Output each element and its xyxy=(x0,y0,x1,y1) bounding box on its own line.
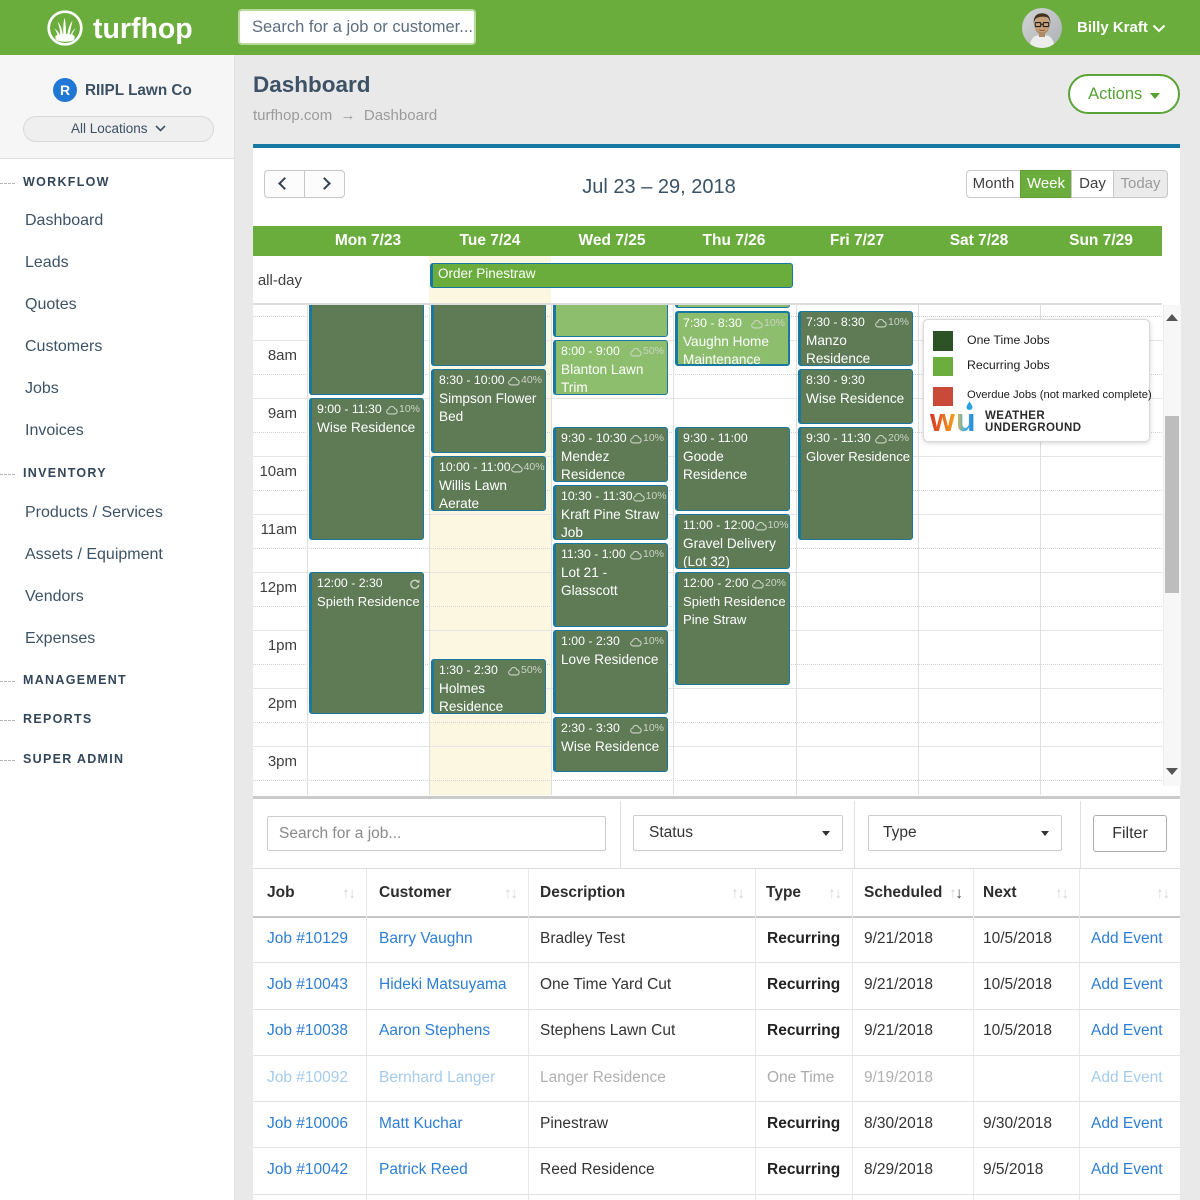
svg-text:u: u xyxy=(956,402,976,436)
svg-text:w: w xyxy=(930,402,955,436)
